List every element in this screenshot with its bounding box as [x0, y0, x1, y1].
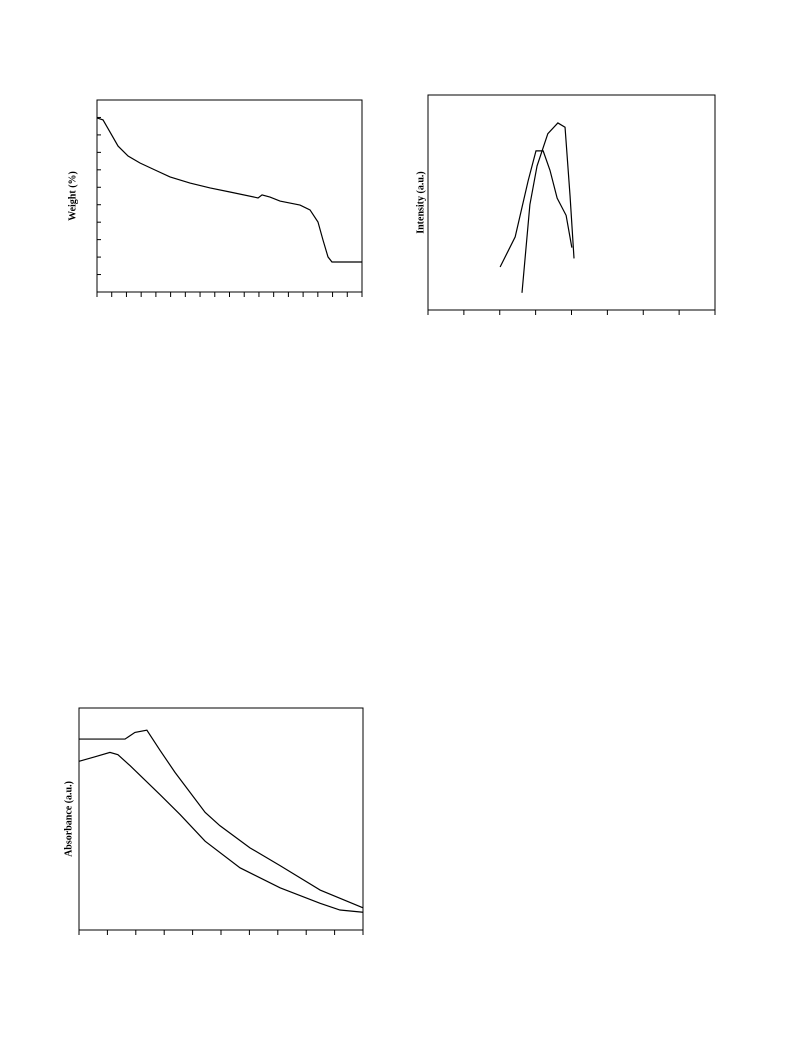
plot-frame	[78, 707, 364, 931]
y-axis-label: Absorbance (a.u.)	[63, 781, 74, 857]
plot-frame	[427, 94, 716, 311]
y-axis-label: Intensity (a.u.)	[415, 171, 426, 234]
data-line	[521, 122, 575, 293]
data-line	[79, 729, 364, 909]
data-line	[96, 117, 362, 263]
plot-frame	[96, 99, 363, 293]
y-axis-label: Weight (%)	[67, 171, 78, 221]
data-line	[78, 751, 364, 913]
data-line	[499, 150, 573, 268]
